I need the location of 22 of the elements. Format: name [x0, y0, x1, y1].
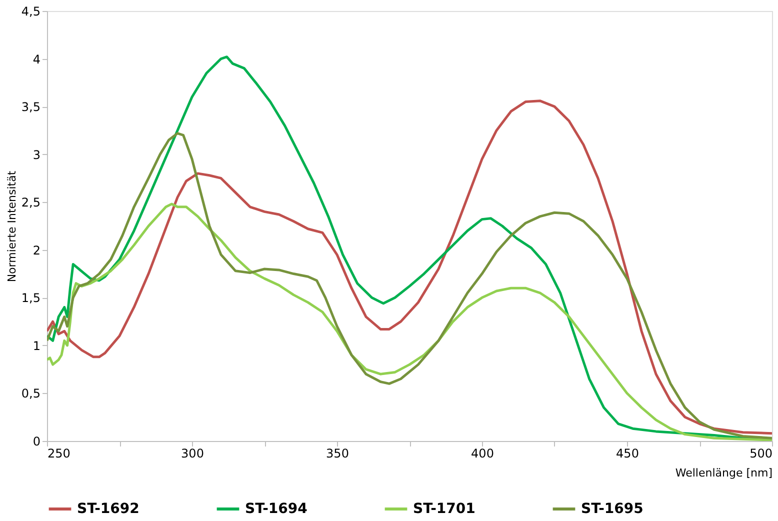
y-tick-label: 1,5 — [21, 291, 40, 306]
y-tick-label: 3,5 — [21, 100, 40, 114]
x-tick-label: 250 — [48, 446, 70, 460]
x-tick-label: 350 — [326, 446, 349, 460]
x-tick-label: 400 — [471, 446, 494, 460]
legend-label: ST-1692 — [77, 501, 140, 517]
x-axis-title: Wellenlänge [nm] — [675, 466, 772, 480]
y-tick-label: 0,5 — [21, 386, 40, 401]
legend-label: ST-1701 — [413, 501, 476, 517]
y-tick-label: 4,5 — [21, 4, 40, 18]
x-tick-label: 500 — [750, 446, 772, 460]
y-tick-label: 2 — [32, 243, 40, 258]
x-tick-label: 450 — [616, 446, 639, 460]
y-tick-label: 1 — [32, 338, 40, 353]
x-tick-label: 300 — [181, 446, 204, 460]
y-tick-label: 3 — [32, 148, 40, 162]
y-tick-label: 0 — [32, 434, 40, 448]
y-tick-label: 4 — [32, 52, 40, 66]
y-axis-title: Normierte Intensität — [5, 170, 18, 282]
legend-label: ST-1694 — [245, 501, 308, 517]
y-tick-label: 2,5 — [21, 196, 40, 210]
legend-label: ST-1695 — [581, 501, 644, 517]
